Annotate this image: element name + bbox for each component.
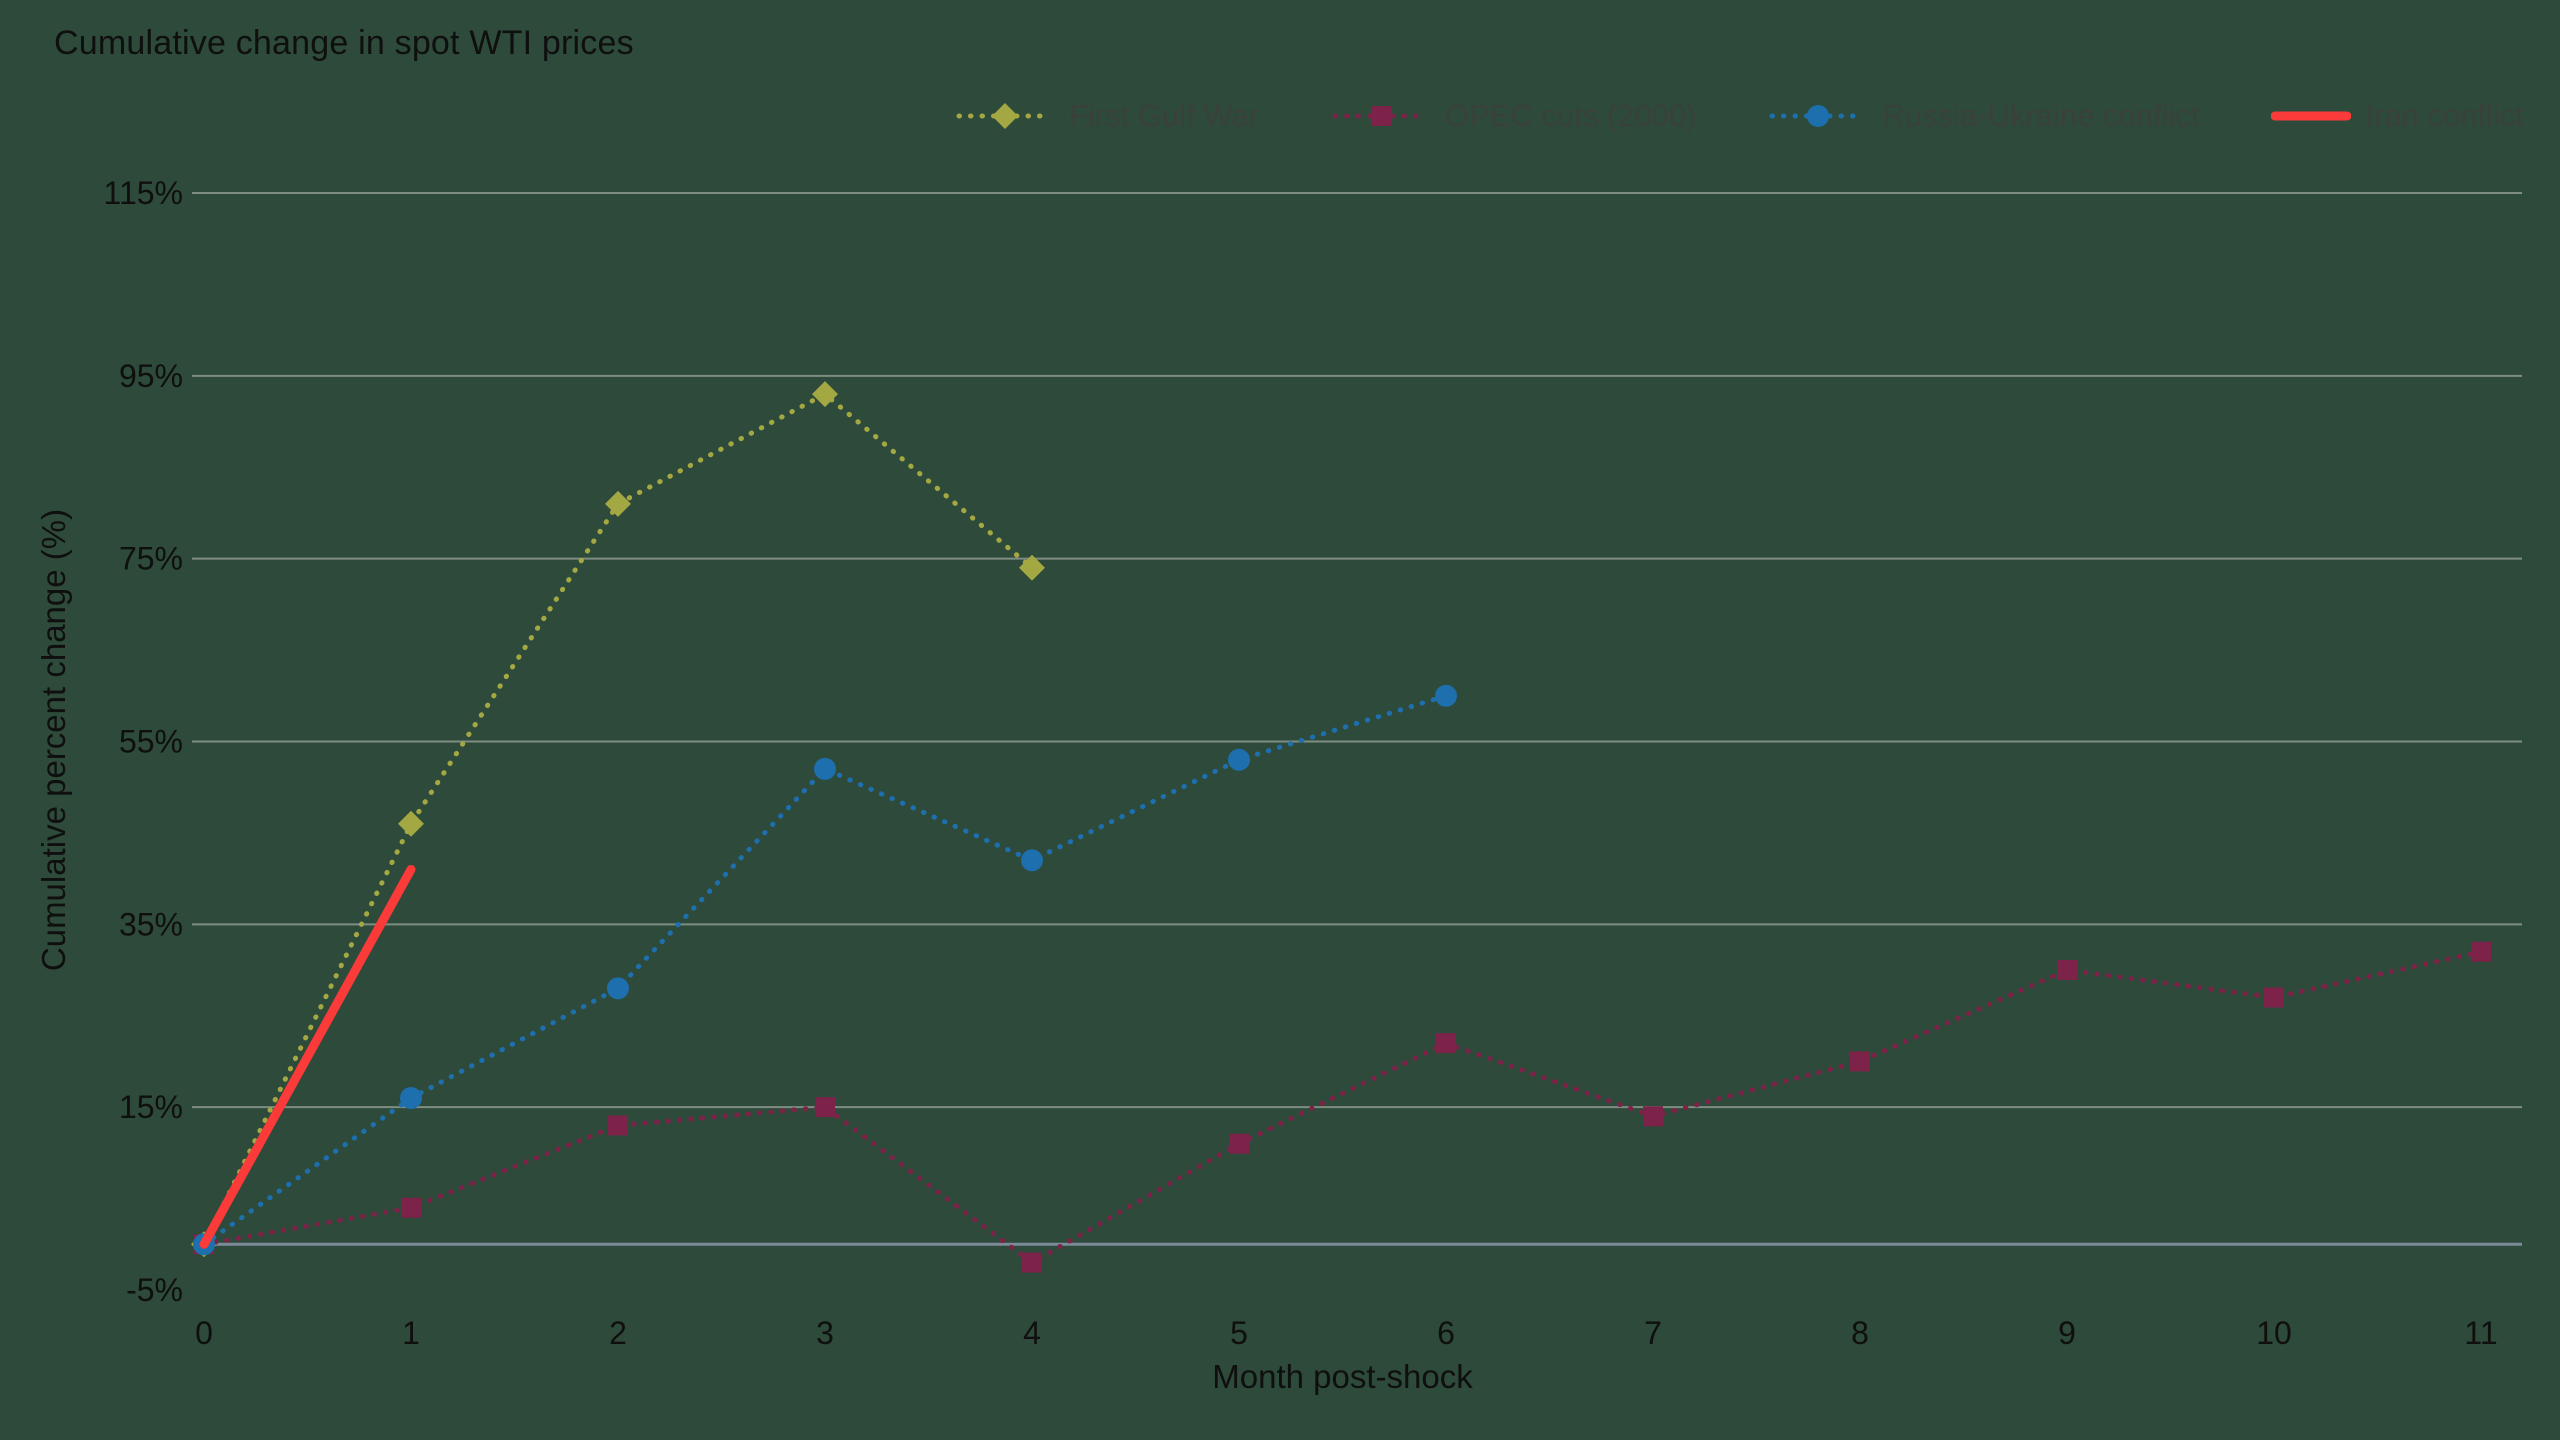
y-tick-label: 115% — [104, 175, 183, 211]
marker-circle — [1807, 105, 1830, 127]
marker-diamond — [605, 490, 631, 517]
x-tick-label: 7 — [1644, 1315, 1662, 1351]
marker-diamond — [812, 381, 838, 408]
marker-square — [1850, 1051, 1870, 1072]
chart-title: Cumulative change in spot WTI prices — [54, 24, 634, 62]
x-tick-label: 6 — [1437, 1315, 1455, 1351]
marker-circle — [1435, 684, 1457, 707]
marker-circle — [400, 1087, 422, 1110]
marker-diamond — [1019, 554, 1045, 581]
marker-square — [1643, 1106, 1663, 1127]
marker-square — [1229, 1133, 1249, 1154]
legend-sample-russia-ukraine-conflict — [1769, 105, 1867, 127]
x-tick-label: 11 — [2464, 1315, 2497, 1351]
y-tick-label: 75% — [119, 541, 183, 577]
legend-sample-opec-cuts-2000 — [1332, 106, 1430, 126]
marker-square — [2057, 960, 2077, 981]
x-tick-label: 1 — [402, 1315, 420, 1351]
marker-circle — [814, 757, 836, 780]
legend-label: Iran conflict — [2365, 98, 2524, 133]
marker-square — [401, 1197, 421, 1218]
x-tick-label: 10 — [2256, 1315, 2292, 1351]
marker-square — [1022, 1252, 1042, 1273]
series-line-opec-cuts-2000 — [201, 949, 2484, 1266]
y-tick-label: 15% — [119, 1089, 183, 1125]
x-axis-title: Month post-shock — [1212, 1358, 1473, 1395]
marker-square — [815, 1097, 835, 1118]
marker-square — [2264, 987, 2284, 1008]
x-tick-label: 4 — [1023, 1315, 1041, 1351]
x-tick-label: 9 — [2058, 1315, 2076, 1351]
marker-square — [1370, 106, 1391, 126]
y-axis-title: Cumulative percent change (%) — [35, 508, 72, 972]
x-tick-label: 2 — [609, 1315, 627, 1351]
legend-label: OPEC cuts (2000) — [1444, 98, 1697, 133]
legend-sample-iran-conflict — [2271, 111, 2352, 121]
marker-diamond — [991, 103, 1018, 129]
y-tick-label: 55% — [119, 724, 183, 760]
legend-item-first-gulf-war: First Gulf War — [955, 98, 1259, 134]
legend-sample-first-gulf-war — [956, 103, 1054, 129]
x-tick-label: 0 — [195, 1315, 213, 1351]
legend-item-iran-conflict: Iran conflict — [2271, 98, 2524, 134]
legend-label: Russia-Ukraine conflict — [1882, 98, 2200, 133]
y-tick-label: 95% — [119, 358, 183, 394]
marker-diamond — [398, 810, 424, 837]
series-line-iran-conflict — [199, 864, 416, 1249]
marker-circle — [1021, 849, 1043, 872]
marker-circle — [607, 977, 629, 1000]
legend-item-russia-ukraine-conflict: Russia-Ukraine conflict — [1768, 98, 2199, 134]
marker-circle — [1228, 748, 1250, 771]
legend-label: First Gulf War — [1068, 98, 1259, 133]
x-tick-label: 5 — [1230, 1315, 1248, 1351]
chart-legend: First Gulf War OPEC cuts (2000) Russia-Ukr… — [955, 98, 2524, 134]
marker-square — [608, 1115, 628, 1136]
marker-square — [2471, 941, 2491, 962]
x-tick-label: 8 — [1851, 1315, 1869, 1351]
y-tick-label: 35% — [119, 906, 183, 942]
y-tick-label: -5% — [126, 1272, 183, 1308]
legend-item-opec-cuts-2000: OPEC cuts (2000) — [1331, 98, 1697, 134]
x-tick-label: 3 — [816, 1315, 834, 1351]
marker-square — [1436, 1033, 1456, 1054]
